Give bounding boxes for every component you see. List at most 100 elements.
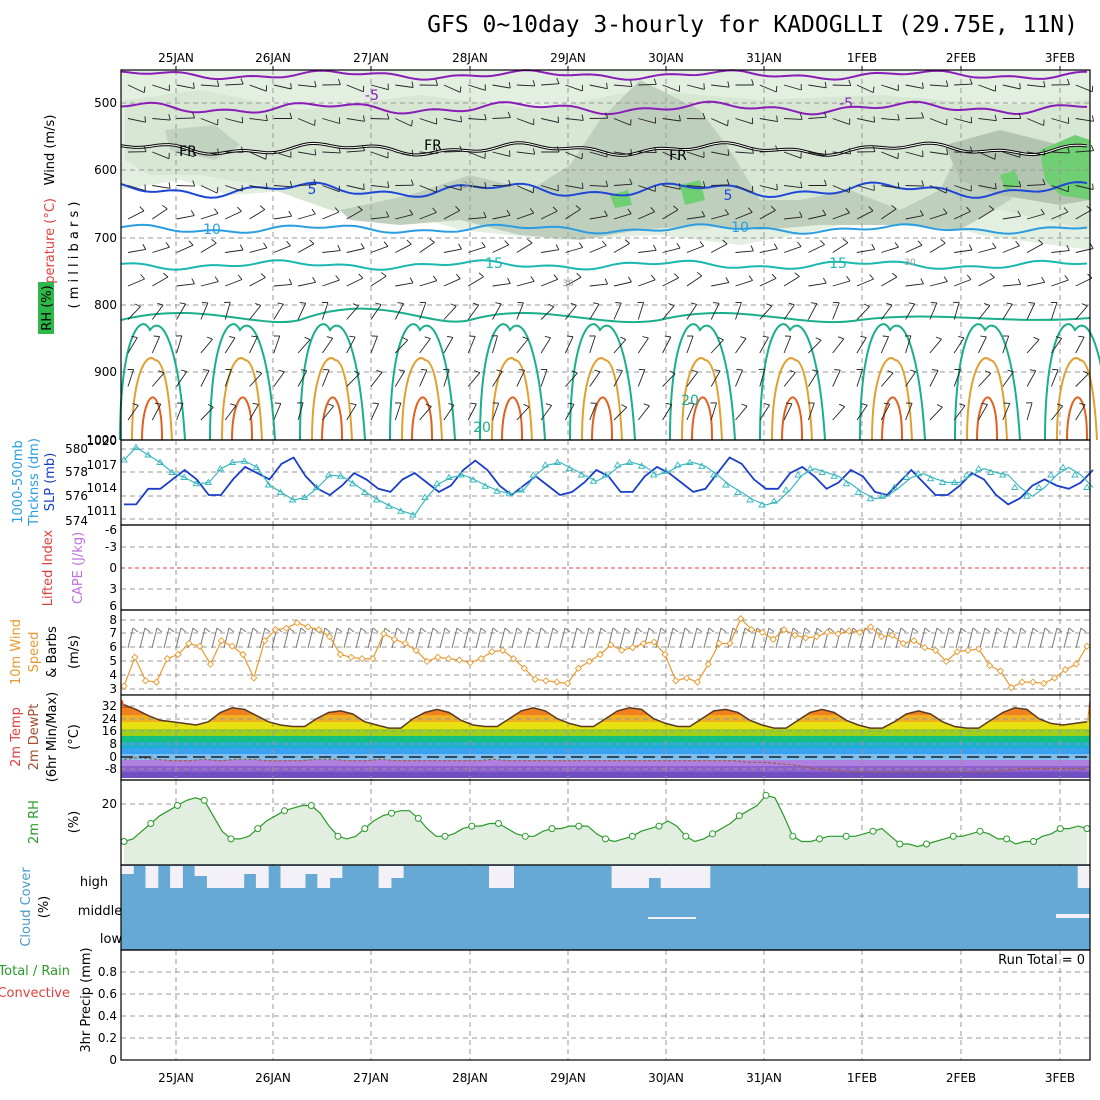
wind-barb-flag [581, 182, 584, 189]
surface-wind-barb-flag [720, 627, 727, 633]
wind-barb [297, 402, 304, 421]
thickness-marker [1071, 471, 1079, 478]
wind-barb [686, 335, 694, 354]
wind-barb-flag [455, 273, 461, 280]
rh-marker [1083, 825, 1091, 833]
surface-wind-barb [463, 627, 470, 649]
wind-barb-flag [701, 210, 706, 217]
surface-wind-barb [331, 627, 338, 649]
wind-barb-flag [691, 369, 698, 373]
temp-color-band [121, 754, 1090, 760]
wind-barb-flag [381, 272, 387, 277]
wind-speed-marker [358, 655, 366, 663]
wind-barb-flag [1043, 80, 1046, 87]
wind-speed-marker [888, 631, 896, 639]
wind-barb [1075, 336, 1085, 354]
wind-barb [443, 404, 455, 421]
wind-barb [1027, 184, 1046, 186]
wind-barb [249, 209, 266, 220]
wind-barb-flag [679, 183, 681, 190]
wind-barb [540, 306, 555, 320]
surface-wind-barb-flag [396, 627, 403, 633]
surface-wind-barb [415, 627, 422, 649]
wind-speed-marker [412, 646, 420, 654]
wind-barb-flag [435, 79, 439, 86]
wind-barb-flag [968, 244, 973, 251]
wind-barb [783, 151, 802, 159]
wind-barb [1002, 185, 1021, 188]
wind-barb [710, 402, 717, 421]
wind-barb-flag [868, 206, 874, 212]
wind-barb-flag [180, 369, 187, 373]
surface-wind-barb-flag [816, 627, 823, 633]
surface-wind-barb-flag [1020, 627, 1027, 633]
wind-barb [613, 84, 632, 88]
wind-barb-flag [713, 302, 720, 304]
precip-label-2: Convective [0, 986, 70, 1001]
cloud-level-middle: middle [78, 904, 122, 919]
wind-barb [711, 118, 728, 127]
wind-barb-flag [478, 272, 484, 278]
wind-barb [638, 279, 656, 287]
wind-barb [686, 84, 705, 90]
y-tick-label: 578 [65, 465, 88, 479]
wind-barb [905, 185, 924, 187]
wind-speed-marker [239, 650, 247, 659]
wind-barb [224, 337, 236, 354]
thickness-marker [529, 471, 538, 478]
wind-barb [784, 118, 803, 120]
wind-barb-flag [980, 335, 987, 338]
wind-barb [929, 185, 947, 194]
contour-line [120, 69, 1088, 81]
wind-speed-marker [921, 643, 929, 652]
wind-barb-flag [748, 275, 753, 281]
wind-barb [929, 281, 948, 287]
wind-speed-marker [596, 650, 604, 659]
wind-barb [637, 405, 650, 421]
wind-speed-marker [661, 650, 669, 659]
rh-units-label: (%) [67, 811, 82, 834]
wind-barb [395, 118, 412, 127]
temp-color-band [121, 742, 1090, 748]
y-tick-label: 4 [109, 668, 117, 682]
wind-barb [394, 339, 409, 354]
wind-barb [686, 403, 695, 421]
wind-barb-flag [409, 277, 414, 284]
wind-barb-flag [432, 275, 438, 281]
wind-barb [225, 185, 243, 192]
surface-wind-barb-flag [300, 627, 307, 633]
wind-barb [152, 118, 171, 121]
thickness-marker [192, 479, 201, 487]
wind-barb [613, 151, 632, 156]
wind-barb-flag [943, 276, 948, 282]
wind-barb-flag [722, 239, 728, 245]
high-cloud-gap [206, 866, 220, 888]
thickness-marker [469, 476, 477, 483]
surface-wind-barb [859, 627, 866, 649]
wind-barb-flag [162, 204, 168, 210]
wind-barb-flag [289, 112, 293, 119]
cloud-level-low: low [100, 932, 123, 947]
thickness-marker [926, 474, 935, 482]
wind-barb [297, 118, 315, 126]
wind-units-label: (m/s) [67, 635, 82, 669]
wind-barb [322, 250, 341, 253]
wind-barb [856, 248, 875, 253]
wind-barb [273, 371, 285, 387]
thickness-marker [120, 456, 128, 463]
thickness-marker [288, 496, 297, 503]
wind-barb-flag [702, 112, 706, 119]
wind-barb [249, 151, 267, 160]
contour-loop [591, 396, 613, 441]
wind-barb [613, 406, 628, 421]
wind-barb-flag [863, 303, 870, 308]
wind-barb-flag [409, 209, 414, 215]
wind-speed-marker [434, 653, 442, 661]
mid-cloud-gap [1056, 914, 1090, 918]
rh-legend-swatch [38, 282, 54, 334]
surface-wind-barb [307, 627, 314, 649]
wind-barb [249, 118, 268, 122]
wind-barb [978, 185, 997, 190]
wind-barb-flag [921, 82, 924, 89]
wind-speed-marker [1007, 683, 1015, 692]
